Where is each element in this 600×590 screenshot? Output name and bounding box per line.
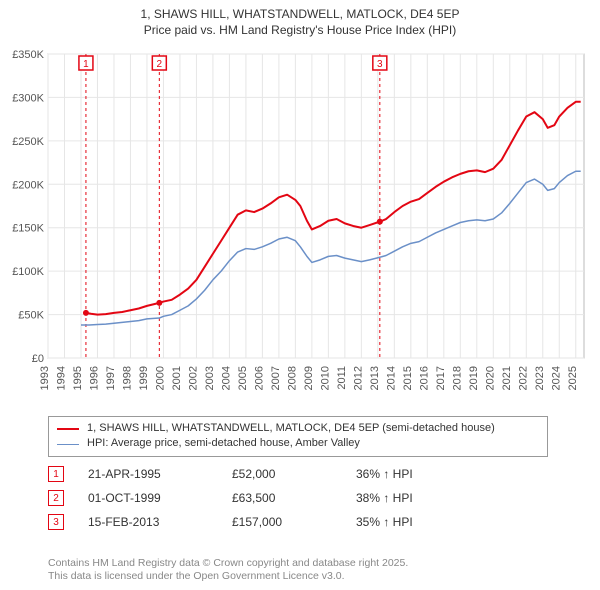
svg-text:1995: 1995	[72, 366, 84, 390]
svg-text:£200K: £200K	[12, 179, 44, 191]
transaction-row: 1 21-APR-1995 £52,000 36% ↑ HPI	[48, 462, 548, 486]
svg-text:2016: 2016	[418, 366, 430, 390]
transaction-date: 15-FEB-2013	[88, 515, 208, 529]
transaction-price: £52,000	[232, 467, 332, 481]
svg-text:2015: 2015	[402, 366, 414, 390]
svg-text:2007: 2007	[270, 366, 282, 390]
svg-text:£150K: £150K	[12, 223, 44, 235]
chart-container: 1, SHAWS HILL, WHATSTANDWELL, MATLOCK, D…	[0, 0, 600, 590]
svg-text:£300K: £300K	[12, 92, 44, 104]
transaction-price: £63,500	[232, 491, 332, 505]
svg-text:2013: 2013	[369, 366, 381, 390]
svg-text:£0: £0	[32, 353, 44, 365]
svg-text:1998: 1998	[121, 366, 133, 390]
chart-svg: £0 £50K £100K £150K £200K £250K £300K £350K 1993…	[6, 44, 594, 404]
svg-text:1: 1	[83, 59, 89, 70]
footer-line-1: Contains HM Land Registry data © Crown c…	[48, 557, 568, 571]
transaction-price: £157,000	[232, 515, 332, 529]
legend-label: 1, SHAWS HILL, WHATSTANDWELL, MATLOCK, D…	[87, 421, 495, 436]
footer-line-2: This data is licensed under the Open Gov…	[48, 570, 568, 584]
svg-text:£50K: £50K	[18, 310, 44, 322]
svg-text:2010: 2010	[319, 366, 331, 390]
legend-swatch	[57, 444, 79, 445]
svg-text:1999: 1999	[138, 366, 150, 390]
svg-text:2008: 2008	[286, 366, 298, 390]
svg-text:2: 2	[157, 59, 163, 70]
legend-row: HPI: Average price, semi-detached house,…	[57, 436, 539, 451]
svg-text:1996: 1996	[88, 366, 100, 390]
legend-label: HPI: Average price, semi-detached house,…	[87, 436, 360, 451]
svg-text:2009: 2009	[303, 366, 315, 390]
svg-text:2017: 2017	[435, 366, 447, 390]
transaction-diff: 36% ↑ HPI	[356, 467, 496, 481]
svg-text:2020: 2020	[484, 366, 496, 390]
svg-text:1997: 1997	[105, 366, 117, 390]
transaction-diff: 38% ↑ HPI	[356, 491, 496, 505]
transaction-date: 21-APR-1995	[88, 467, 208, 481]
svg-text:2006: 2006	[253, 366, 265, 390]
svg-text:2024: 2024	[550, 366, 562, 390]
svg-text:1993: 1993	[39, 366, 51, 390]
title-line-2: Price paid vs. HM Land Registry's House …	[0, 22, 600, 38]
legend-row: 1, SHAWS HILL, WHATSTANDWELL, MATLOCK, D…	[57, 421, 539, 436]
svg-text:2014: 2014	[385, 366, 397, 390]
transaction-marker: 3	[48, 514, 64, 530]
svg-text:£250K: £250K	[12, 136, 44, 148]
svg-text:2001: 2001	[171, 366, 183, 390]
transaction-marker: 2	[48, 490, 64, 506]
svg-text:2004: 2004	[220, 366, 232, 390]
svg-text:2021: 2021	[501, 366, 513, 390]
svg-text:£100K: £100K	[12, 266, 44, 278]
svg-text:1994: 1994	[55, 366, 67, 390]
svg-text:3: 3	[377, 59, 383, 70]
transaction-diff: 35% ↑ HPI	[356, 515, 496, 529]
svg-text:2000: 2000	[154, 366, 166, 390]
svg-text:2012: 2012	[352, 366, 364, 390]
title-line-1: 1, SHAWS HILL, WHATSTANDWELL, MATLOCK, D…	[0, 6, 600, 22]
line-chart: £0 £50K £100K £150K £200K £250K £300K £350K 1993…	[6, 44, 594, 404]
footer-attribution: Contains HM Land Registry data © Crown c…	[48, 557, 568, 584]
transaction-date: 01-OCT-1999	[88, 491, 208, 505]
legend-swatch	[57, 428, 79, 430]
transactions-table: 1 21-APR-1995 £52,000 36% ↑ HPI 2 01-OCT-1999…	[48, 462, 548, 534]
svg-text:2018: 2018	[451, 366, 463, 390]
svg-text:2002: 2002	[187, 366, 199, 390]
transaction-marker: 1	[48, 466, 64, 482]
transaction-row: 3 15-FEB-2013 £157,000 35% ↑ HPI	[48, 510, 548, 534]
svg-text:2022: 2022	[517, 366, 529, 390]
svg-text:2025: 2025	[567, 366, 579, 390]
legend: 1, SHAWS HILL, WHATSTANDWELL, MATLOCK, D…	[48, 416, 548, 457]
svg-text:2019: 2019	[468, 366, 480, 390]
svg-text:2005: 2005	[237, 366, 249, 390]
transaction-row: 2 01-OCT-1999 £63,500 38% ↑ HPI	[48, 486, 548, 510]
svg-text:2003: 2003	[204, 366, 216, 390]
chart-title: 1, SHAWS HILL, WHATSTANDWELL, MATLOCK, D…	[0, 0, 600, 38]
svg-text:2023: 2023	[534, 366, 546, 390]
svg-text:2011: 2011	[336, 366, 348, 390]
svg-text:£350K: £350K	[12, 49, 44, 61]
